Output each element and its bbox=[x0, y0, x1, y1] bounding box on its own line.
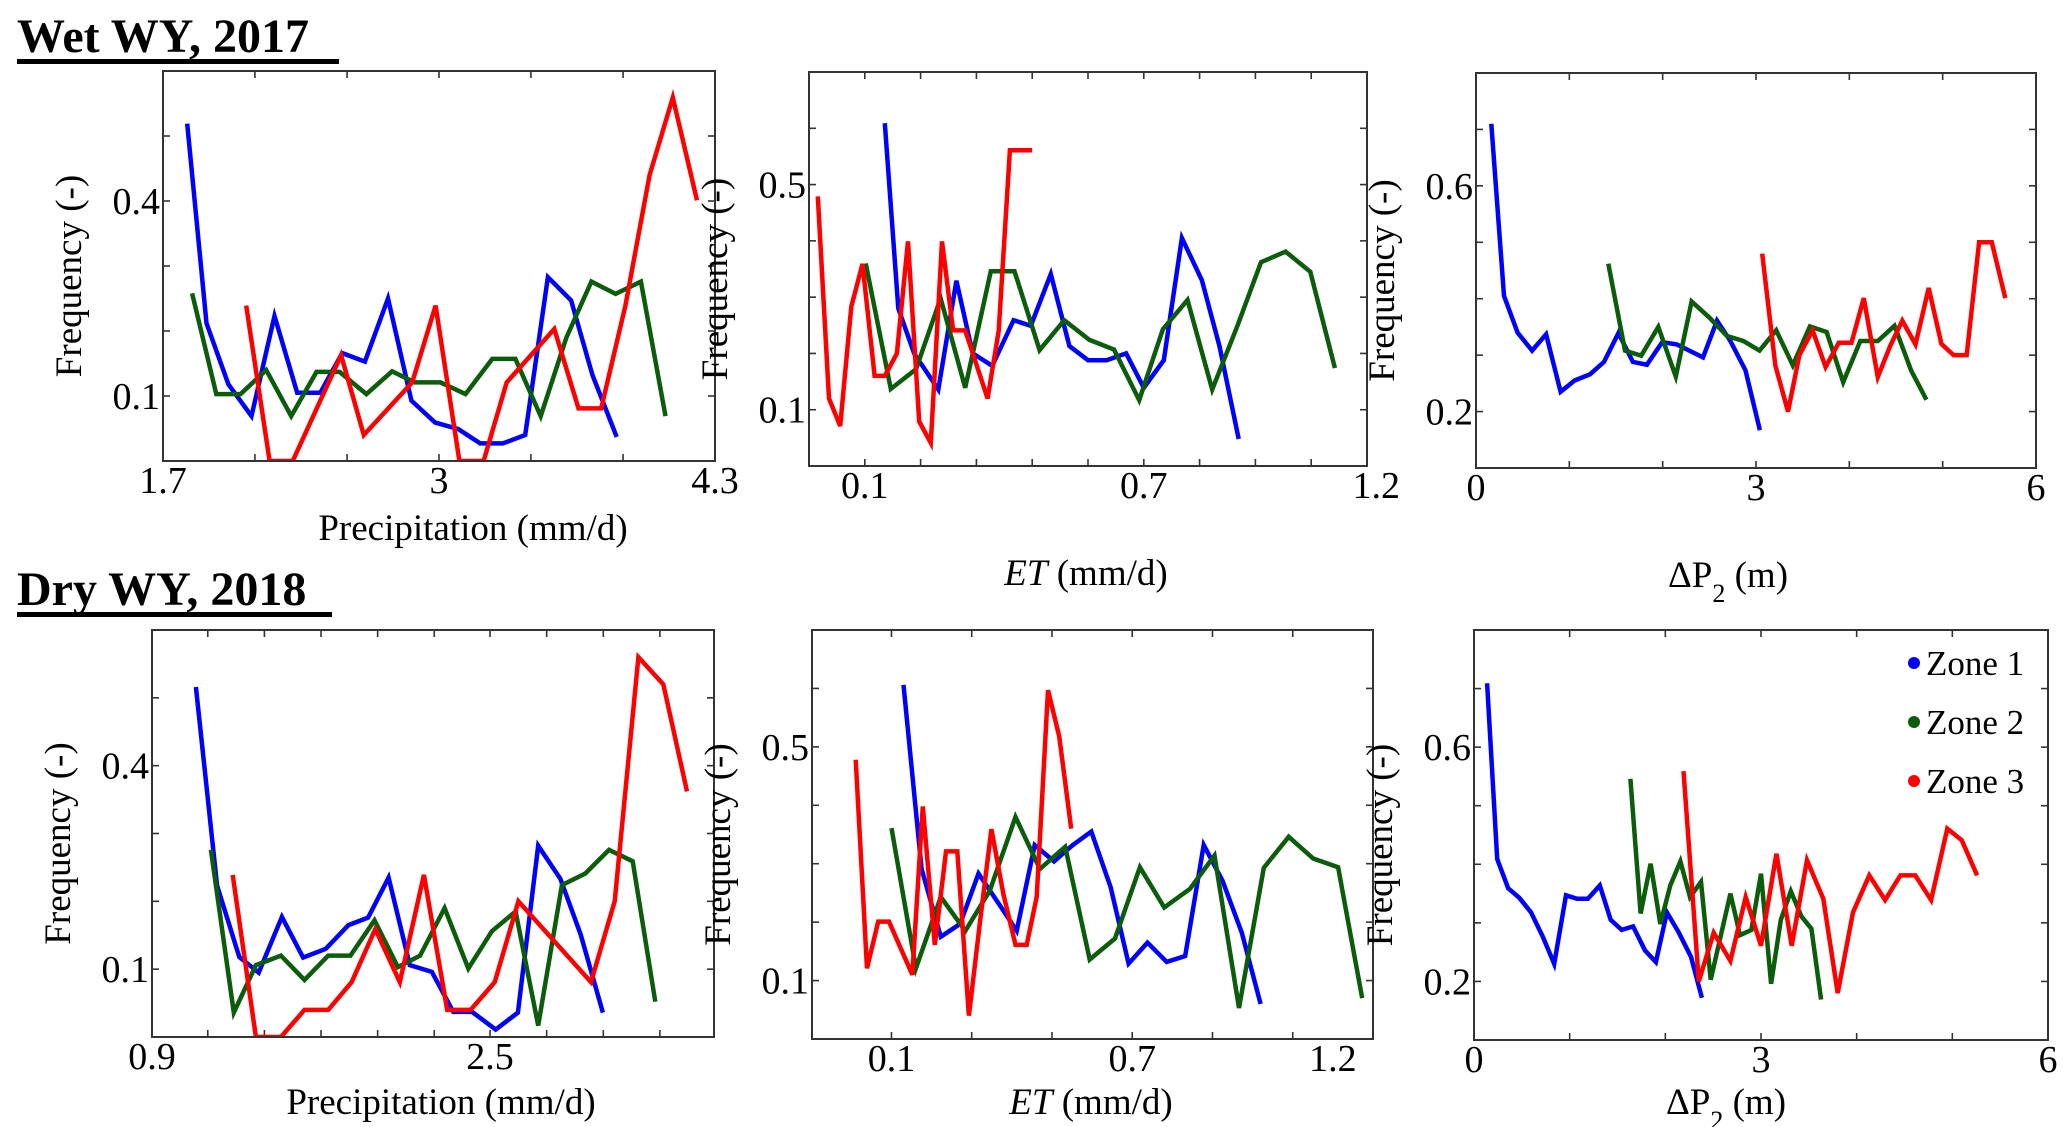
title-underline bbox=[17, 612, 332, 617]
x-axis-label-part: (m) bbox=[1723, 1082, 1786, 1123]
x-axis-label: ET (mm/d) bbox=[1003, 553, 1167, 594]
x-axis-label: Precipitation (mm/d) bbox=[286, 1082, 595, 1123]
y-axis-label: Frequency (-) bbox=[698, 743, 739, 945]
legend-marker-icon bbox=[1908, 775, 1920, 787]
legend-label: Zone 2 bbox=[1926, 703, 2024, 742]
series-line-zone-3 bbox=[1681, 771, 1980, 994]
y-tick-label: 0.6 bbox=[1426, 166, 1474, 208]
x-tick-label: 1.2 bbox=[1353, 465, 1401, 507]
series-line-zone-1 bbox=[901, 684, 1263, 1005]
plot-frame bbox=[151, 629, 715, 1038]
section-title-dry: Dry WY, 2018 bbox=[17, 563, 332, 617]
x-tick-label: 3 bbox=[1747, 467, 1766, 509]
x-tick-label: 6 bbox=[2039, 1039, 2058, 1081]
x-tick-label: 2.5 bbox=[466, 1036, 514, 1078]
x-tick-label: 1.7 bbox=[139, 460, 187, 502]
plot-frame bbox=[1473, 629, 2049, 1041]
x-tick-label: 0 bbox=[1467, 467, 1486, 509]
series-line-zone-3 bbox=[815, 147, 1033, 451]
legend-marker-icon bbox=[1908, 716, 1920, 728]
x-axis-label-part: ΔP bbox=[1666, 1082, 1710, 1123]
legend-item: Zone 3 bbox=[1908, 762, 2024, 801]
series-line-zone-3 bbox=[1759, 240, 2008, 413]
y-tick-label: 0.1 bbox=[102, 949, 150, 991]
y-axis-label: Frequency (-) bbox=[695, 178, 736, 380]
legend-label: Zone 1 bbox=[1926, 644, 2024, 683]
x-axis-label-part: ET bbox=[1003, 553, 1050, 594]
chart-panel-2: 0.1 0.7 1.2 0.1 0.5 ET (mm/d) Frequency (-) bbox=[695, 71, 1401, 594]
legend-item: Zone 2 bbox=[1908, 703, 2024, 742]
x-tick-label: 3 bbox=[430, 460, 449, 502]
series-line-zone-2 bbox=[889, 811, 1365, 1009]
series-line-zone-2 bbox=[863, 248, 1338, 406]
x-tick-label: 0.7 bbox=[1120, 465, 1168, 507]
series-line-zone-2 bbox=[1606, 263, 1929, 401]
x-axis-label-part: Precipitation (mm/d) bbox=[286, 1082, 595, 1123]
series-line-zone-2 bbox=[1628, 778, 1824, 1000]
series-line-zone-1 bbox=[882, 123, 1241, 440]
y-tick-label: 0.2 bbox=[1426, 392, 1474, 434]
chart-panel-5: 0.1 0.7 1.2 0.1 0.5 ET (mm/d) Frequency (-) bbox=[698, 629, 1374, 1123]
y-tick-label: 0.5 bbox=[759, 165, 807, 207]
y-tick-label: 0.4 bbox=[113, 181, 161, 223]
legend: Zone 1 Zone 2 Zone 3 bbox=[1908, 644, 2024, 801]
chart-panel-4: 0.9 2.5 0.1 0.4 Precipitation (mm/d) Frequenc… bbox=[38, 629, 715, 1123]
y-tick-label: 0.1 bbox=[759, 390, 807, 432]
y-axis-label: Frequency (-) bbox=[1362, 179, 1403, 381]
x-tick-label: 0.1 bbox=[868, 1038, 916, 1080]
y-axis-label: Frequency (-) bbox=[38, 742, 79, 944]
x-axis-label-part: 2 bbox=[1710, 1106, 1723, 1127]
x-axis-label-part: (mm/d) bbox=[1052, 1082, 1172, 1123]
series-line-zone-1 bbox=[1489, 123, 1763, 431]
series-line-zone-2 bbox=[189, 278, 668, 423]
chart-panels: 1.7 3 4.3 0.1 0.4 Precipitation (mm/d) Frequen… bbox=[38, 70, 2058, 1127]
chart-panel-3: 0 3 6 0.2 0.6 ΔP2 (m) Frequency (-) bbox=[1362, 72, 2046, 608]
legend-marker-icon bbox=[1908, 657, 1920, 669]
plot-frame bbox=[1475, 72, 2037, 469]
section-title-text: Dry WY, 2018 bbox=[17, 563, 306, 616]
series-line-zone-3 bbox=[853, 689, 1074, 1016]
y-axis-label: Frequency (-) bbox=[1360, 744, 1401, 946]
x-tick-label: 1.2 bbox=[1309, 1038, 1357, 1080]
series-line-zone-1 bbox=[184, 123, 619, 446]
y-tick-label: 0.5 bbox=[762, 727, 810, 769]
x-tick-label: 3 bbox=[1752, 1039, 1771, 1081]
x-axis-label: ΔP2 (m) bbox=[1668, 555, 1788, 608]
plot-frame bbox=[808, 71, 1368, 467]
x-axis-label-part: 2 bbox=[1712, 579, 1725, 608]
section-title-wet: Wet WY, 2017 bbox=[17, 10, 339, 64]
x-axis-label-part: ΔP bbox=[1668, 555, 1712, 596]
y-tick-label: 0.1 bbox=[762, 961, 810, 1003]
x-axis-label-part: ET bbox=[1008, 1082, 1055, 1123]
x-axis-label: ΔP2 (m) bbox=[1666, 1082, 1786, 1127]
x-tick-label: 0.9 bbox=[128, 1036, 176, 1078]
legend-item: Zone 1 bbox=[1908, 644, 2024, 683]
x-tick-label: 4.3 bbox=[691, 460, 739, 502]
x-axis-label-part: Precipitation (mm/d) bbox=[318, 508, 627, 549]
x-tick-label: 0.1 bbox=[841, 465, 889, 507]
y-tick-label: 0.4 bbox=[102, 746, 150, 788]
x-tick-label: 6 bbox=[2027, 467, 2046, 509]
y-tick-label: 0.6 bbox=[1424, 727, 1472, 769]
x-tick-label: 0 bbox=[1465, 1039, 1484, 1081]
section-title-text: Wet WY, 2017 bbox=[17, 10, 309, 63]
y-axis-label: Frequency (-) bbox=[49, 175, 90, 377]
x-tick-label: 0.7 bbox=[1108, 1038, 1156, 1080]
series-line-zone-3 bbox=[230, 651, 690, 1037]
plot-frame bbox=[162, 70, 716, 462]
title-underline bbox=[17, 59, 339, 64]
chart-panel-1: 1.7 3 4.3 0.1 0.4 Precipitation (mm/d) Frequen… bbox=[49, 70, 739, 549]
x-axis-label: ET (mm/d) bbox=[1008, 1082, 1172, 1123]
x-axis-label-part: (mm/d) bbox=[1047, 553, 1167, 594]
y-tick-label: 0.1 bbox=[113, 376, 161, 418]
y-tick-label: 0.2 bbox=[1424, 961, 1472, 1003]
series-line-zone-1 bbox=[1484, 683, 1705, 999]
x-axis-label: Precipitation (mm/d) bbox=[318, 508, 627, 549]
x-axis-label-part: (m) bbox=[1725, 555, 1788, 596]
plot-frame bbox=[811, 629, 1374, 1040]
series-line-zone-3 bbox=[243, 88, 700, 461]
legend-label: Zone 3 bbox=[1926, 762, 2024, 801]
